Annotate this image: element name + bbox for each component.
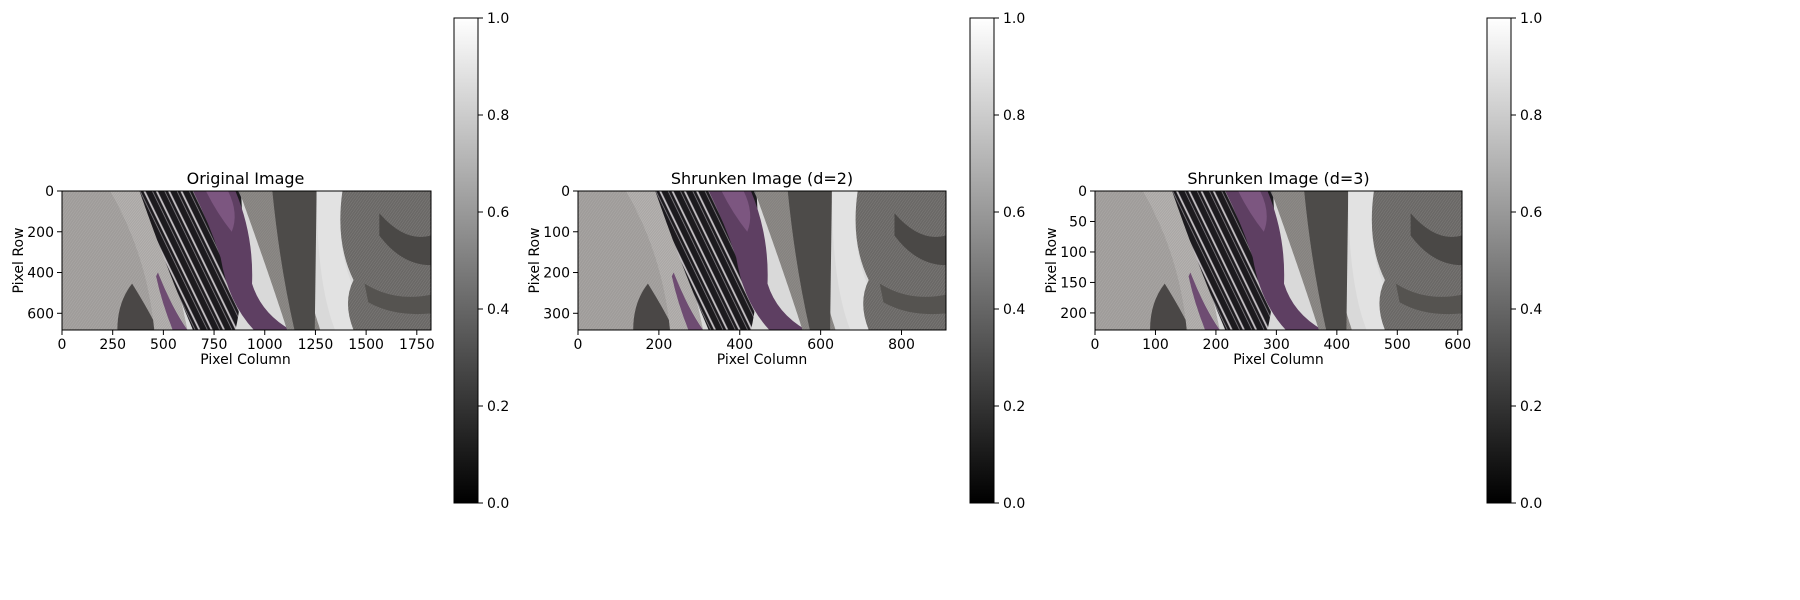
panel-2-colorbar-tick-label: 0.0 (1003, 496, 1025, 512)
panel-1-y-axis-label: Pixel Row (11, 228, 27, 294)
panel-2-colorbar-tick-label: 0.8 (1003, 108, 1025, 124)
panel-2-x-tick-label: 800 (888, 337, 915, 353)
panel-3-y-tick-label: 200 (1060, 306, 1087, 322)
panel-1-plot-frame (61, 190, 432, 331)
panel-3-title: Shrunken Image (d=3) (1187, 169, 1369, 188)
panel-2-y-tick-label: 100 (543, 225, 570, 241)
panel-1-colorbar-tick-label: 0.6 (487, 205, 509, 221)
panel-1-y-tick-label: 400 (27, 266, 54, 282)
panel-3-colorbar-tick-label: 1.0 (1520, 11, 1542, 27)
panel-3-colorbar-tick-label: 0.6 (1520, 205, 1542, 221)
panel-3-x-tick-label: 300 (1263, 337, 1290, 353)
panel-3-x-tick-label: 0 (1091, 337, 1100, 353)
panel-2-colorbar-ticks: 0.0 0.2 0.4 0.6 0.8 1.0 (994, 11, 1025, 512)
panel-3-y-ticks: 0 50 100 150 200 (1060, 184, 1095, 322)
panel-3-plot-frame (1094, 190, 1463, 331)
panel-3-colorbar (1486, 17, 1512, 504)
panel-1-x-ticks: 0 250 500 750 1000 1250 1500 1750 (58, 330, 435, 353)
panel-2-y-tick-label: 200 (543, 266, 570, 282)
panel-2-y-ticks: 0 100 200 300 (543, 184, 578, 322)
panel-1-colorbar-tick-label: 0.8 (487, 108, 509, 124)
panel-2-x-axis-label: Pixel Column (717, 352, 807, 368)
panel-2-title: Shrunken Image (d=2) (671, 169, 853, 188)
panel-3-x-axis-label: Pixel Column (1233, 352, 1323, 368)
panel-2-y-tick-label: 0 (561, 184, 570, 200)
panel-2-colorbar-tick-label: 0.2 (1003, 399, 1025, 415)
panel-3-y-tick-label: 150 (1060, 275, 1087, 291)
panel-3-image (1095, 191, 1462, 331)
panel-2-y-axis-label: Pixel Row (527, 228, 543, 294)
panel-1-y-tick-label: 0 (45, 184, 54, 200)
panel-1-y-tick-label: 200 (27, 225, 54, 241)
panel-2-x-tick-label: 200 (646, 337, 673, 353)
panel-shrunken-d3: Shrunken Image (d=3) 0 100 200 300 400 500 600… (1044, 11, 1542, 512)
panel-1-colorbar-tick-label: 0.2 (487, 399, 509, 415)
panel-3-y-tick-label: 50 (1069, 214, 1087, 230)
panel-1-x-tick-label: 1250 (298, 337, 334, 353)
panel-2-colorbar-tick-label: 0.4 (1003, 302, 1025, 318)
panel-3-colorbar-tick-label: 0.8 (1520, 108, 1542, 124)
panel-1-x-tick-label: 1750 (399, 337, 435, 353)
panel-2-colorbar-tick-label: 1.0 (1003, 11, 1025, 27)
panel-3-colorbar-tick-label: 0.4 (1520, 302, 1542, 318)
panel-1-x-tick-label: 1500 (348, 337, 384, 353)
panel-1-x-tick-label: 750 (201, 337, 228, 353)
panel-2-y-tick-label: 300 (543, 306, 570, 322)
panel-3-colorbar-tick-label: 0.2 (1520, 399, 1542, 415)
panel-2-x-tick-label: 600 (807, 337, 834, 353)
panel-2-x-tick-label: 0 (574, 337, 583, 353)
panel-1-x-tick-label: 0 (58, 337, 67, 353)
panel-2-colorbar-tick-label: 0.6 (1003, 205, 1025, 221)
panel-3-x-tick-label: 500 (1384, 337, 1411, 353)
panel-original: Original Image 0 250 500 750 1000 1250 1500 175… (11, 11, 509, 512)
panel-1-colorbar (453, 17, 479, 504)
panel-3-y-axis-label: Pixel Row (1044, 228, 1060, 294)
panel-2-x-ticks: 0 200 400 600 800 (574, 330, 915, 353)
panel-shrunken-d2: Shrunken Image (d=2) 0 200 400 600 800 0 100 2… (527, 11, 1025, 512)
panel-1-x-tick-label: 250 (99, 337, 126, 353)
panel-1-colorbar-tick-label: 1.0 (487, 11, 509, 27)
panel-3-y-tick-label: 100 (1060, 245, 1087, 261)
panel-1-x-tick-label: 1000 (247, 337, 283, 353)
panel-1-title: Original Image (187, 169, 305, 188)
panel-1-y-tick-label: 600 (27, 306, 54, 322)
panel-3-colorbar-ticks: 0.0 0.2 0.4 0.6 0.8 1.0 (1511, 11, 1542, 512)
panel-1-x-axis-label: Pixel Column (200, 352, 290, 368)
panel-1-colorbar-tick-label: 0.0 (487, 496, 509, 512)
panel-2-image (578, 191, 946, 331)
panel-1-image (62, 191, 432, 331)
panel-3-x-tick-label: 200 (1203, 337, 1230, 353)
panel-1-colorbar-tick-label: 0.4 (487, 302, 509, 318)
panel-3-x-ticks: 0 100 200 300 400 500 600 (1091, 330, 1471, 353)
panel-3-x-tick-label: 100 (1142, 337, 1169, 353)
panel-3-x-tick-label: 600 (1444, 337, 1471, 353)
panel-2-plot-frame (577, 190, 947, 331)
panel-3-y-tick-label: 0 (1078, 184, 1087, 200)
panel-2-colorbar (969, 17, 995, 504)
panel-1-colorbar-ticks: 0.0 0.2 0.4 0.6 0.8 1.0 (478, 11, 509, 512)
panel-1-x-tick-label: 500 (150, 337, 177, 353)
panel-2-x-tick-label: 400 (726, 337, 753, 353)
panel-3-colorbar-tick-label: 0.0 (1520, 496, 1542, 512)
panel-1-y-ticks: 0 200 400 600 (27, 184, 62, 322)
panel-3-x-tick-label: 400 (1323, 337, 1350, 353)
